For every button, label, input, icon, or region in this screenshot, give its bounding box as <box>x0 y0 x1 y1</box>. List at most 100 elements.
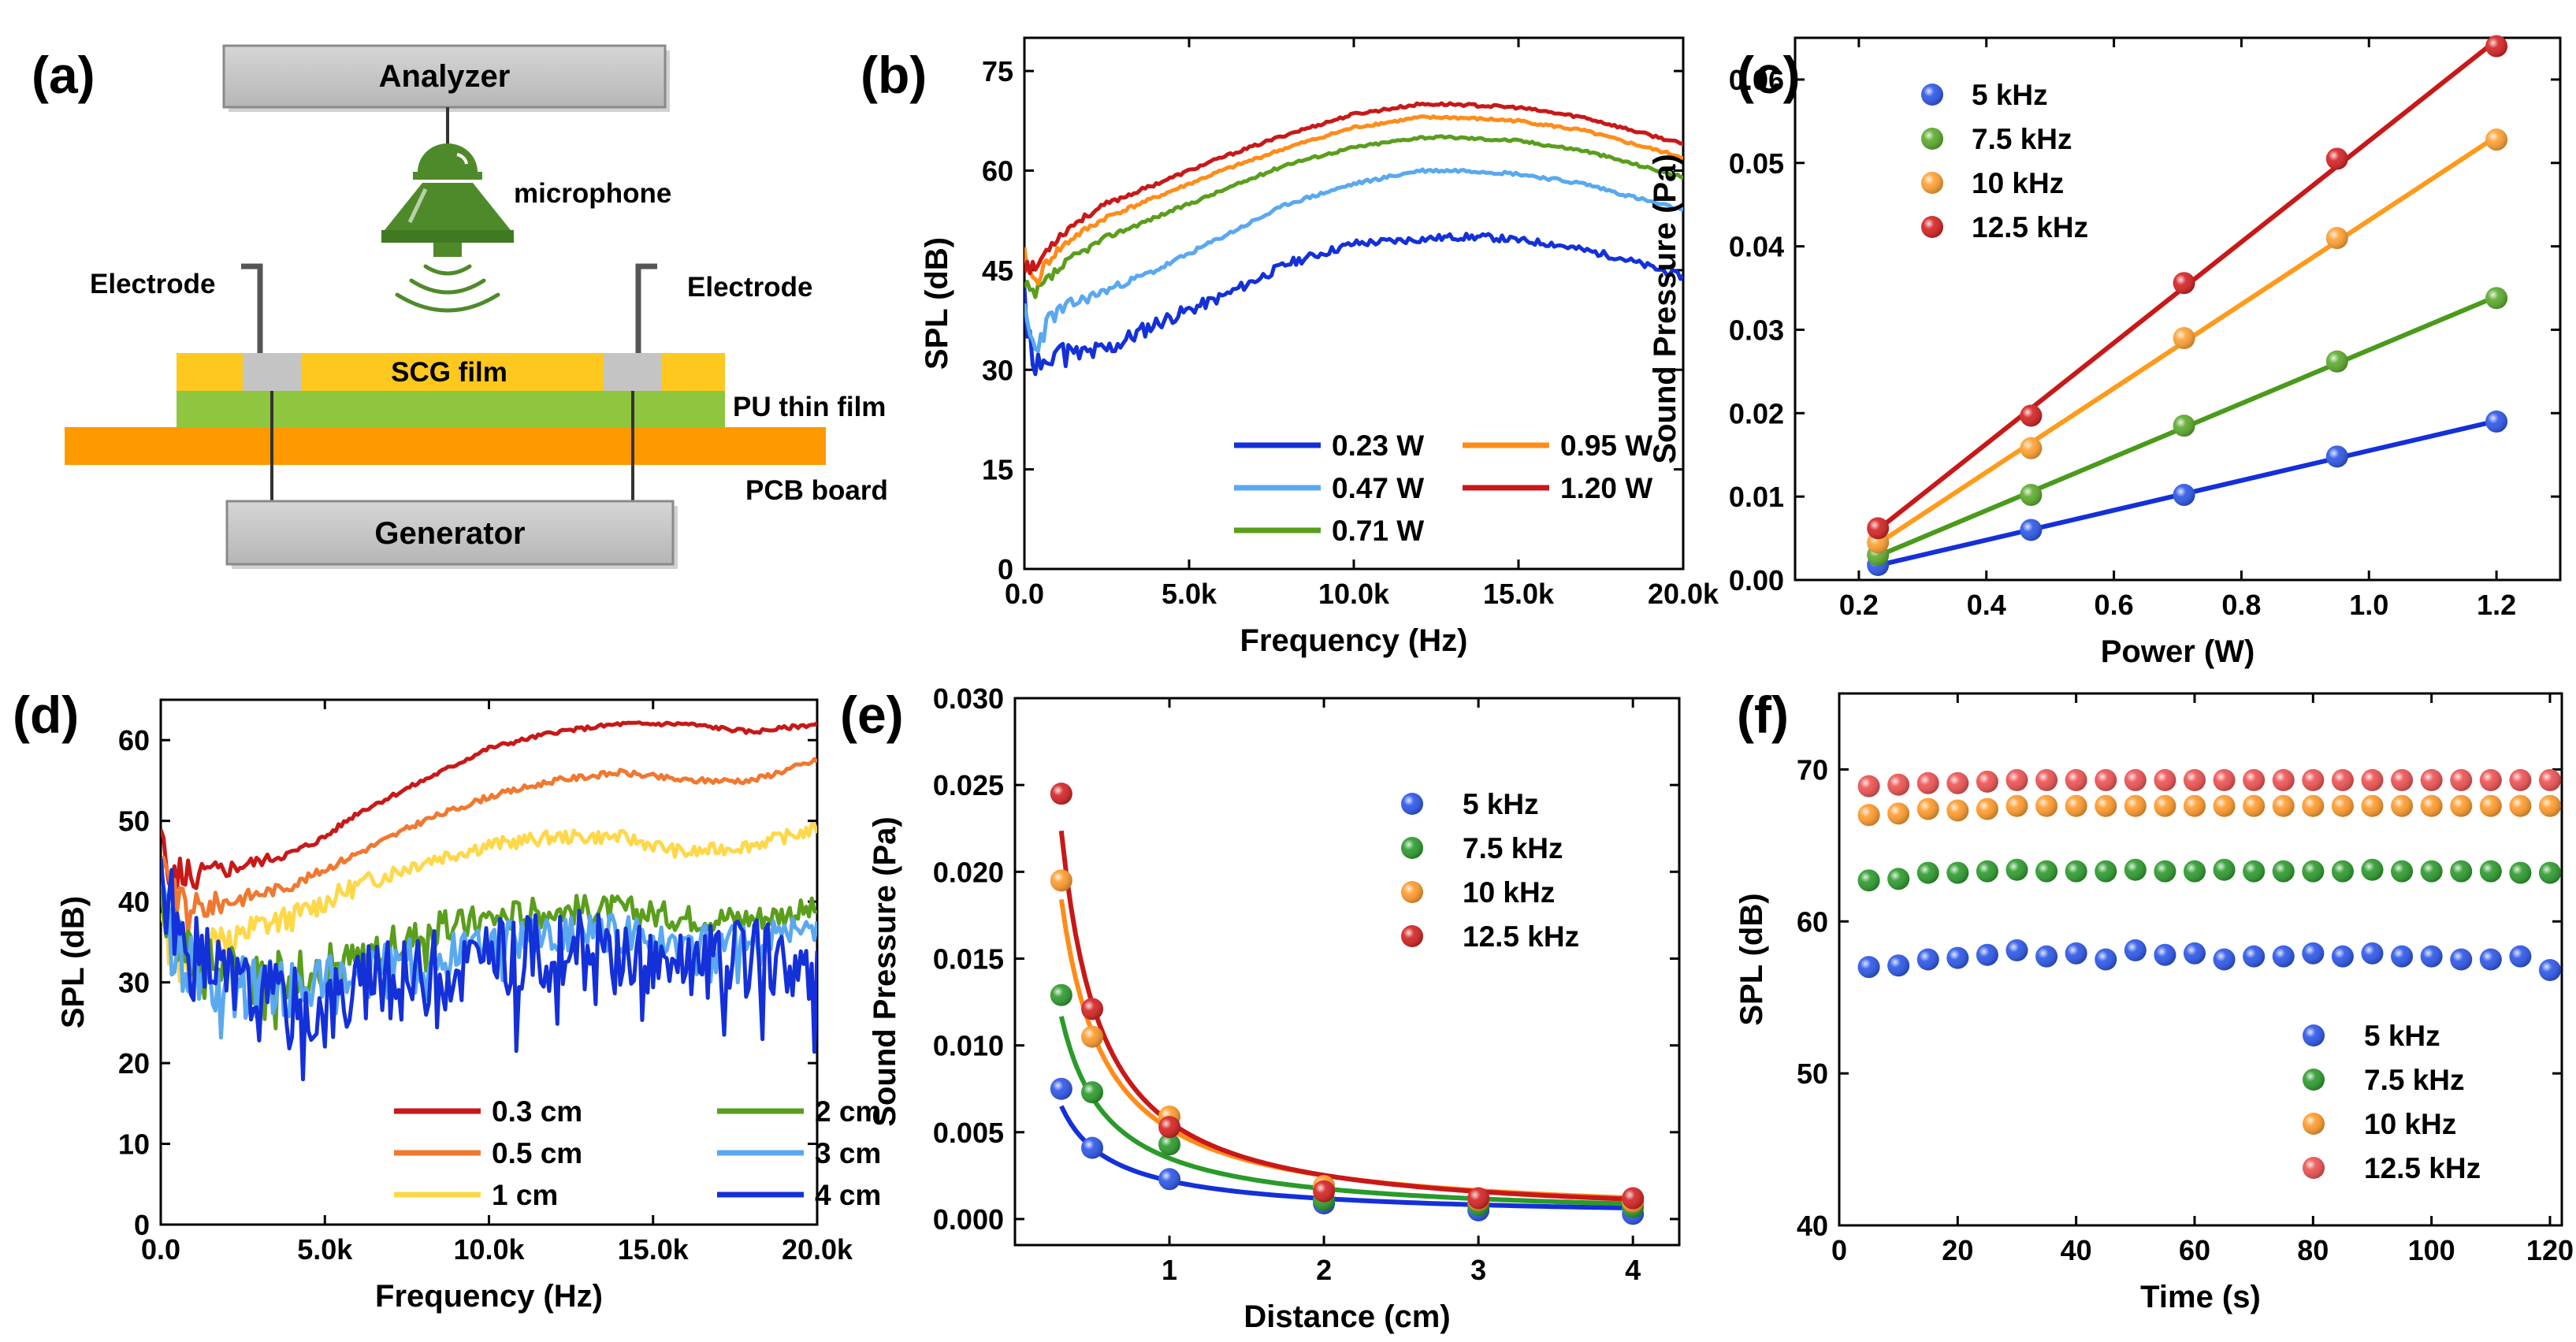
data-point <box>2420 768 2443 791</box>
legend-label: 5 kHz <box>1463 788 1539 820</box>
data-point <box>2154 943 2176 966</box>
legend-label: 7.5 kHz <box>2364 1064 2465 1096</box>
data-point <box>2325 147 2348 170</box>
data-point <box>2361 858 2384 881</box>
y-axis-title: SPL (dB) <box>920 237 954 370</box>
x-tick-label: 15.0k <box>618 1233 690 1266</box>
data-point <box>1916 861 1939 884</box>
fit-curve <box>1058 830 1634 1202</box>
data-point <box>1857 804 1880 827</box>
data-point <box>2538 794 2561 817</box>
series-line-4-cm <box>161 858 817 1082</box>
electrode-left-wire <box>241 263 263 359</box>
panel-d-chart: (d) 0.0 5.0k 10.0k 15.0k 20.0k 0 10 20 30 40 50 60 Fr… <box>13 686 881 1314</box>
data-point <box>2173 414 2195 437</box>
y-tick-label: 0.015 <box>933 942 1004 975</box>
series-line-0.95-W <box>1024 114 1683 286</box>
data-point <box>2479 768 2502 791</box>
data-point <box>2124 858 2147 881</box>
legend-label: 0.23 W <box>1332 429 1424 462</box>
x-axis-title: Power (W) <box>2101 634 2255 669</box>
data-point <box>1622 1187 1645 1210</box>
data-point <box>2450 948 2473 971</box>
series-line-0.47-W <box>1024 167 1683 353</box>
data-point <box>2095 860 2117 883</box>
data-point <box>2183 794 2206 817</box>
y-tick-label: 50 <box>118 805 150 838</box>
data-point <box>2173 272 2195 295</box>
data-point <box>2361 794 2384 817</box>
y-tick-label: 70 <box>1797 753 1828 786</box>
data-point <box>2035 945 2058 968</box>
legend-marker <box>1401 881 1423 903</box>
y-tick-label: 20 <box>118 1047 150 1080</box>
data-point <box>2243 768 2266 791</box>
data-point <box>2485 410 2508 433</box>
x-tick-label: 0.0 <box>141 1233 180 1266</box>
legend-label: 0.47 W <box>1332 472 1424 504</box>
legend-label: 0.3 cm <box>492 1095 582 1128</box>
y-tick-label: 30 <box>982 354 1013 386</box>
data-point <box>2509 945 2532 968</box>
data-point <box>1887 954 1910 977</box>
x-tick-label: 60 <box>2179 1234 2210 1266</box>
data-point <box>1946 799 1969 822</box>
data-point <box>2154 794 2176 817</box>
data-point <box>2124 794 2147 817</box>
y-tick-label: 0.04 <box>1729 231 1784 263</box>
data-point <box>2509 794 2532 817</box>
y-tick-label: 60 <box>118 724 150 757</box>
data-point <box>2538 861 2561 884</box>
x-tick-label: 40 <box>2061 1234 2092 1266</box>
x-tick-label: 0.8 <box>2221 589 2261 621</box>
data-point <box>1050 1077 1072 1100</box>
data-point <box>1916 797 1939 820</box>
data-point <box>2325 350 2348 373</box>
y-tick-label: 45 <box>982 255 1013 287</box>
data-point <box>2509 768 2532 791</box>
data-point <box>2361 768 2384 791</box>
data-point <box>1916 771 1939 794</box>
y-axis-title: Sound Pressure (Pa) <box>868 816 902 1126</box>
x-tick-label: 0.0 <box>1005 578 1044 610</box>
x-tick-label: 20 <box>1942 1234 1973 1266</box>
legend-marker <box>2303 1157 2325 1179</box>
data-point <box>2173 484 2195 507</box>
y-tick-label: 10 <box>118 1128 150 1161</box>
panel-a-label: (a) <box>32 46 95 104</box>
plot-frame <box>1013 697 1681 1247</box>
data-point <box>2124 768 2147 791</box>
data-point <box>2331 794 2354 817</box>
data-point <box>2479 948 2502 971</box>
y-tick-label: 30 <box>118 967 150 999</box>
legend-label: 10 kHz <box>1972 167 2064 199</box>
x-tick-label: 3 <box>1470 1254 1486 1286</box>
data-point <box>2391 768 2414 791</box>
electrode-pad-left <box>243 353 301 391</box>
x-tick-label: 20.0k <box>782 1233 853 1266</box>
data-point <box>2213 794 2236 817</box>
x-tick-label: 1 <box>1162 1254 1177 1286</box>
x-tick-label: 5.0k <box>1162 578 1217 610</box>
data-point <box>2183 768 2206 791</box>
data-point <box>1050 783 1072 805</box>
data-point <box>2183 860 2206 883</box>
data-point <box>2391 794 2414 817</box>
pu-film-label: PU thin film <box>733 392 886 422</box>
data-point <box>1976 770 1998 793</box>
panel-e-label: (e) <box>840 686 904 744</box>
data-point <box>2420 860 2443 883</box>
data-point <box>2331 768 2354 791</box>
x-tick-label: 100 <box>2408 1234 2455 1266</box>
data-point <box>1467 1187 1490 1210</box>
x-tick-label: 120 <box>2526 1234 2574 1266</box>
data-point <box>1946 861 1969 884</box>
x-tick-label: 1.0 <box>2349 589 2388 621</box>
y-axis-title: SPL (dB) <box>1734 893 1769 1025</box>
y-tick-label: 60 <box>1797 905 1828 938</box>
data-point <box>1976 943 1998 966</box>
y-tick-label: 0 <box>134 1209 150 1241</box>
data-point <box>2302 860 2325 883</box>
data-point <box>1946 771 1969 794</box>
legend-label: 10 kHz <box>2364 1108 2456 1140</box>
